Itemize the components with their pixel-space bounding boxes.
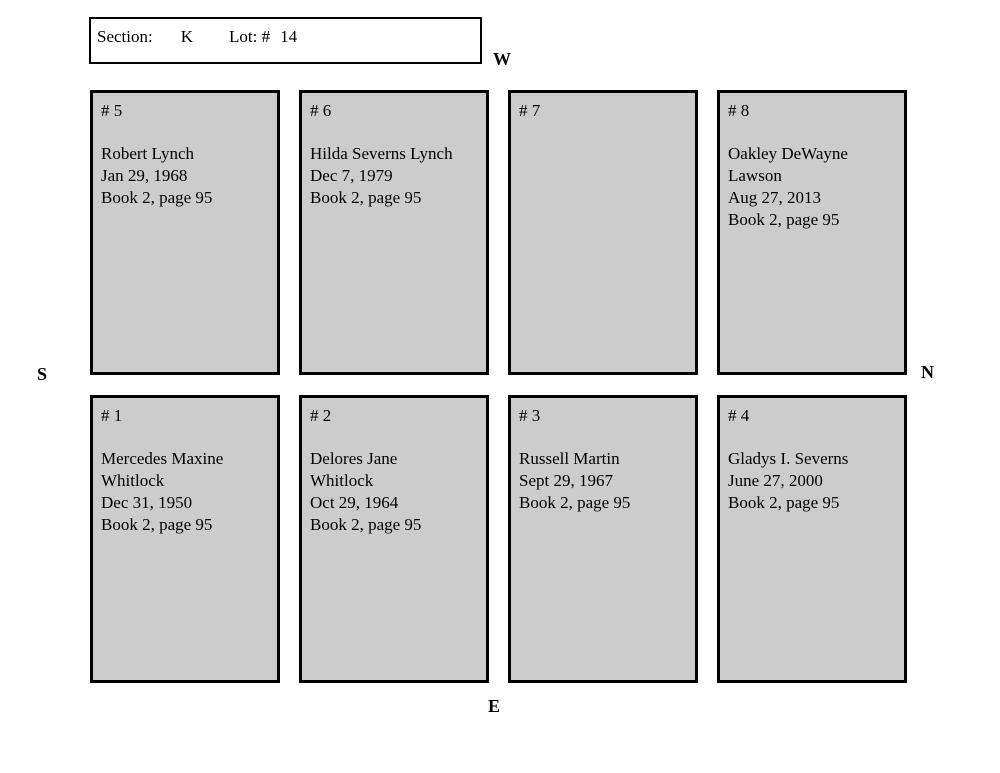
plot-row-bottom: # 1 Mercedes Maxine Whitlock Dec 31, 1950 B… <box>90 395 907 683</box>
plot-box: # 7 <box>508 90 698 375</box>
plot-info-line: Oakley DeWayne <box>728 144 848 163</box>
plot-info-line: Book 2, page 95 <box>310 188 422 207</box>
plot-info-line: Delores Jane <box>310 449 398 468</box>
plot-info-line: Lawson <box>728 166 782 185</box>
plot-info-line: Dec 31, 1950 <box>101 493 193 512</box>
plot-box: # 6 Hilda Severns Lynch Dec 7, 1979 Book 2… <box>299 90 489 375</box>
plot-number: # 7 <box>519 101 541 120</box>
plot-box: # 4 Gladys I. Severns June 27, 2000 Book 2… <box>717 395 907 683</box>
plot-number: # 2 <box>310 406 332 425</box>
section-value: K <box>180 27 193 46</box>
plot-info-line: Whitlock <box>310 471 374 490</box>
plot-info-line: Book 2, page 95 <box>728 493 840 512</box>
plot-info-line: Aug 27, 2013 <box>728 188 822 207</box>
plot-info: Robert Lynch Jan 29, 1968 Book 2, page 95 <box>101 143 271 209</box>
compass-west-label: W <box>493 49 511 69</box>
plot-info-line: Dec 7, 1979 <box>310 166 393 185</box>
plot-info-line: Whitlock <box>101 471 165 490</box>
plot-info-line: Russell Martin <box>519 449 620 468</box>
section-label: Section: <box>97 27 153 46</box>
plot-info: Gladys I. Severns June 27, 2000 Book 2, pa… <box>728 448 898 514</box>
compass-south-label: S <box>37 364 48 384</box>
plot-info-line: Book 2, page 95 <box>728 210 840 229</box>
lot-label: Lot: # <box>229 27 271 46</box>
plot-info-line: Oct 29, 1964 <box>310 493 399 512</box>
plot-row-top: # 5 Robert Lynch Jan 29, 1968 Book 2, page… <box>90 90 907 375</box>
plot-number: # 4 <box>728 406 750 425</box>
plot-info: Delores Jane Whitlock Oct 29, 1964 Book 2, … <box>310 448 480 536</box>
plot-box: # 1 Mercedes Maxine Whitlock Dec 31, 1950 B… <box>90 395 280 683</box>
plot-box: # 8 Oakley DeWayne Lawson Aug 27, 2013 Book… <box>717 90 907 375</box>
plot-number: # 5 <box>101 101 123 120</box>
plot-info-line: Hilda Severns Lynch <box>310 144 453 163</box>
plot-info-line: Book 2, page 95 <box>519 493 631 512</box>
plot-info-line: Robert Lynch <box>101 144 195 163</box>
plot-info-line: Book 2, page 95 <box>101 188 213 207</box>
plot-info-line: Book 2, page 95 <box>101 515 213 534</box>
plot-number: # 6 <box>310 101 332 120</box>
compass-north-label: N <box>921 362 934 382</box>
plot-number: # 8 <box>728 101 750 120</box>
plot-info: Russell Martin Sept 29, 1967 Book 2, page … <box>519 448 689 514</box>
plot-info: Oakley DeWayne Lawson Aug 27, 2013 Book 2, … <box>728 143 898 231</box>
plot-box: # 3 Russell Martin Sept 29, 1967 Book 2, p… <box>508 395 698 683</box>
plot-info-line: Gladys I. Severns <box>728 449 849 468</box>
plot-info-line: Book 2, page 95 <box>310 515 422 534</box>
plot-box: # 5 Robert Lynch Jan 29, 1968 Book 2, page… <box>90 90 280 375</box>
section-lot-header: Section: K Lot: # 14 <box>89 17 482 64</box>
plot-box: # 2 Delores Jane Whitlock Oct 29, 1964 Book… <box>299 395 489 683</box>
plot-number: # 1 <box>101 406 123 425</box>
plot-info: Hilda Severns Lynch Dec 7, 1979 Book 2, pa… <box>310 143 480 209</box>
plot-info: Mercedes Maxine Whitlock Dec 31, 1950 Book … <box>101 448 271 536</box>
compass-east-label: E <box>488 696 501 716</box>
plot-info-line: Mercedes Maxine <box>101 449 224 468</box>
plot-info-line: June 27, 2000 <box>728 471 823 490</box>
plot-number: # 3 <box>519 406 541 425</box>
plot-info-line: Jan 29, 1968 <box>101 166 188 185</box>
plot-info-line: Sept 29, 1967 <box>519 471 613 490</box>
lot-value: 14 <box>280 27 298 46</box>
